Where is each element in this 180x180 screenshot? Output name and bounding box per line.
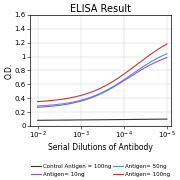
Control Antigen = 100ng — [79, 119, 81, 121]
Line: Antigen= 100ng: Antigen= 100ng — [38, 44, 167, 102]
Control Antigen = 100ng — [52, 119, 54, 121]
Control Antigen = 100ng — [130, 118, 132, 121]
Antigen= 100ng — [79, 95, 81, 97]
Antigen= 10ng — [88, 98, 90, 100]
Antigen= 100ng — [118, 76, 120, 79]
Antigen= 50ng — [166, 53, 168, 55]
Title: ELISA Result: ELISA Result — [70, 4, 131, 14]
Antigen= 100ng — [166, 43, 168, 45]
Control Antigen = 100ng — [166, 118, 168, 120]
Antigen= 10ng — [79, 100, 81, 103]
Antigen= 50ng — [88, 97, 90, 99]
Y-axis label: O.D.: O.D. — [4, 62, 13, 79]
Antigen= 10ng — [118, 83, 120, 85]
Antigen= 100ng — [37, 100, 39, 103]
X-axis label: Serial Dilutions of Antibody: Serial Dilutions of Antibody — [48, 143, 153, 152]
Antigen= 50ng — [130, 74, 132, 76]
Antigen= 100ng — [52, 99, 54, 101]
Antigen= 10ng — [37, 106, 39, 108]
Antigen= 50ng — [79, 100, 81, 102]
Line: Antigen= 50ng: Antigen= 50ng — [38, 54, 167, 106]
Legend: Control Antigen = 100ng, Antigen= 10ng, Antigen= 50ng, Antigen= 100ng: Control Antigen = 100ng, Antigen= 10ng, … — [31, 164, 170, 177]
Antigen= 100ng — [130, 68, 133, 70]
Control Antigen = 100ng — [118, 118, 120, 121]
Antigen= 10ng — [130, 75, 132, 77]
Antigen= 100ng — [88, 92, 90, 94]
Line: Control Antigen = 100ng: Control Antigen = 100ng — [38, 119, 167, 120]
Line: Antigen= 10ng: Antigen= 10ng — [38, 58, 167, 107]
Antigen= 10ng — [130, 75, 133, 77]
Antigen= 50ng — [37, 105, 39, 107]
Antigen= 50ng — [52, 104, 54, 106]
Control Antigen = 100ng — [37, 119, 39, 121]
Antigen= 50ng — [118, 82, 120, 84]
Control Antigen = 100ng — [130, 118, 133, 121]
Antigen= 50ng — [130, 73, 133, 76]
Antigen= 10ng — [166, 57, 168, 59]
Antigen= 10ng — [52, 105, 54, 107]
Control Antigen = 100ng — [88, 119, 90, 121]
Antigen= 100ng — [130, 68, 132, 70]
